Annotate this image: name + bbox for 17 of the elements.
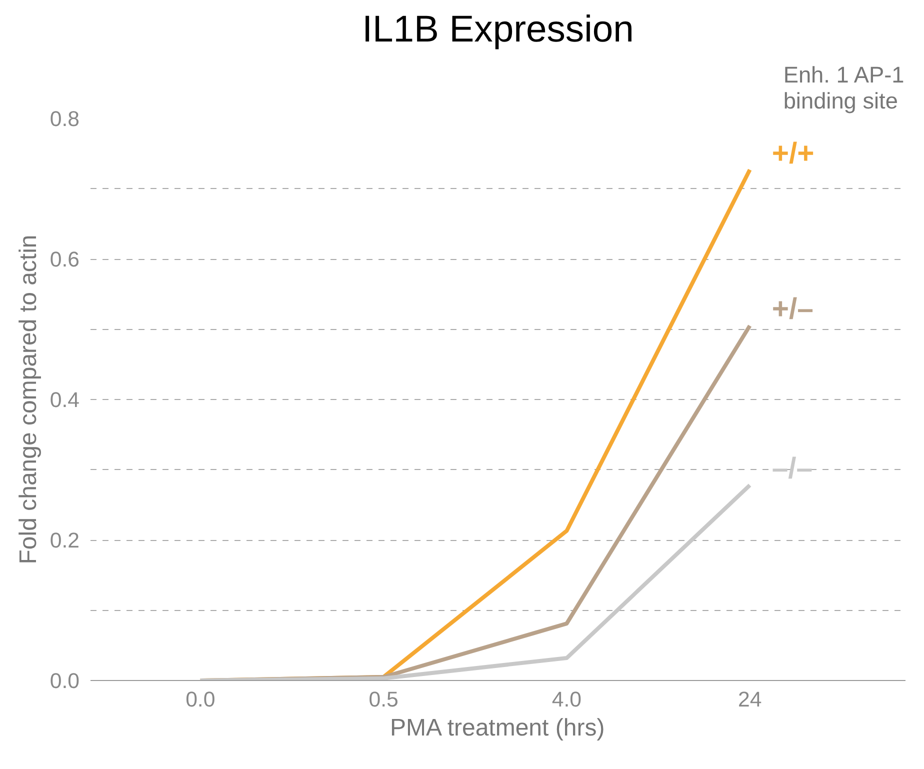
chart-title: IL1B Expression — [362, 8, 634, 50]
x-tick-label: 0.0 — [186, 688, 216, 712]
y-tick-label: 0.0 — [50, 669, 80, 693]
series-label: +/+ — [772, 136, 814, 170]
y-axis-title: Fold change compared to actin — [14, 234, 42, 564]
series-label: +/– — [772, 292, 814, 326]
legend-title: Enh. 1 AP-1 binding site — [783, 62, 904, 114]
y-tick-label: 0.8 — [50, 107, 80, 131]
x-tick-label: 4.0 — [552, 688, 582, 712]
y-tick-label: 0.6 — [50, 248, 80, 272]
y-tick-label: 0.2 — [50, 528, 80, 552]
x-tick-label: 0.5 — [368, 688, 398, 712]
x-tick-label: 24 — [738, 688, 762, 712]
line-series — [198, 483, 752, 680]
series-label: –/– — [772, 452, 813, 486]
y-tick-label: 0.4 — [50, 388, 80, 412]
x-axis-title: PMA treatment (hrs) — [390, 714, 605, 742]
